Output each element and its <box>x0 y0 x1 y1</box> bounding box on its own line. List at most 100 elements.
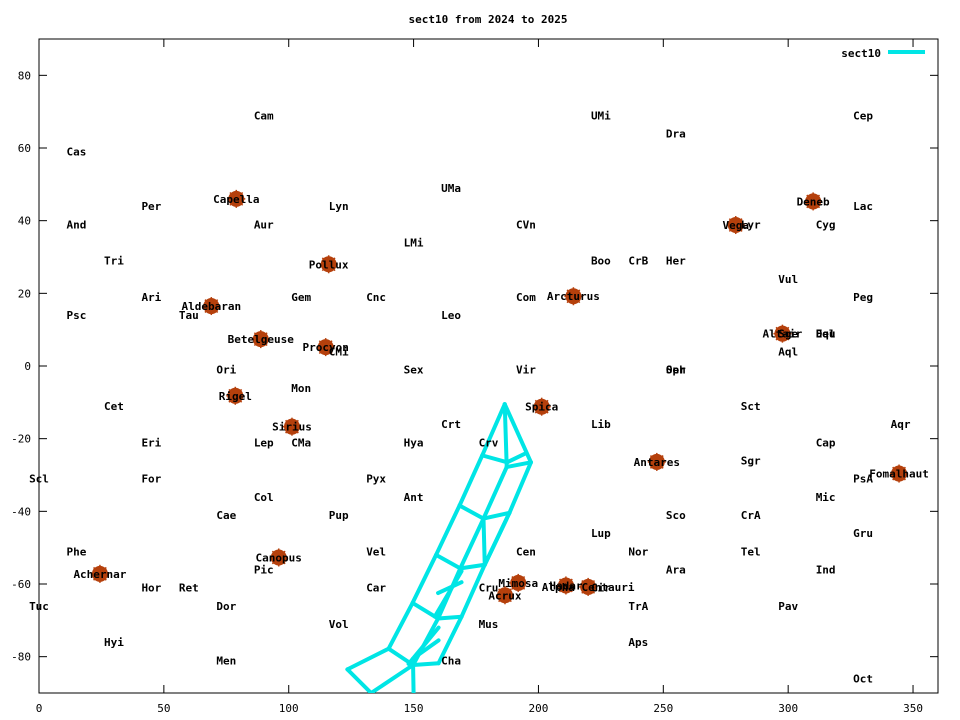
constellation-label: Mus <box>479 618 499 631</box>
star-marker-ray <box>587 580 596 588</box>
star-marker-ray <box>253 338 262 347</box>
labels-layer: Cam UMi Cep Dra Cas UMa Per Lyn Lac And Aur CVn Lyr C… <box>29 109 929 685</box>
constellation-label: Tri <box>104 255 124 268</box>
star-marker-ray <box>291 426 299 434</box>
constellation-label: Cen <box>516 545 536 558</box>
constellation-label: Cru <box>479 582 499 595</box>
series-segment-sect10 <box>482 510 512 567</box>
constellation-label: Eri <box>141 436 161 449</box>
star-marker-ray <box>587 586 596 594</box>
star-marker-ray <box>517 576 526 584</box>
constellation-label: For <box>141 473 161 486</box>
star-label: Capella <box>213 193 259 206</box>
constellation-label: Her <box>666 255 686 268</box>
constellation-label: Cha <box>441 654 461 667</box>
constellation-label: Tel <box>741 545 761 558</box>
series-segment-sect10 <box>480 453 510 465</box>
series-segment-sect10 <box>457 453 485 508</box>
series-segment-sect10 <box>345 667 374 693</box>
constellation-label: Ari <box>141 291 161 304</box>
stars-layer <box>90 189 909 605</box>
constellation-label: Cep <box>853 109 873 122</box>
star-marker-ray <box>649 455 658 463</box>
constellation-label: Nor <box>628 545 648 558</box>
constellation-label: Ori <box>216 364 236 377</box>
star-label: Canopus <box>256 551 302 564</box>
constellation-label: Lyn <box>329 200 349 213</box>
constellation-label: Pyx <box>366 473 386 486</box>
star-marker-ray <box>210 299 219 307</box>
constellation-label: Hor <box>141 582 161 595</box>
constellation-label: PsA <box>853 473 873 486</box>
star-label: Arcturus <box>547 290 600 303</box>
constellation-label: Sex <box>404 364 424 377</box>
star-marker-ray <box>892 473 900 481</box>
constellation-label: Aqr <box>891 418 911 431</box>
constellation-label: Mon <box>291 382 311 395</box>
constellation-label: Lib <box>591 418 611 431</box>
star-label: Hadar <box>549 579 582 592</box>
constellation-label: Hya <box>404 436 424 449</box>
star-marker-ray <box>541 406 549 414</box>
star-marker-ray <box>806 194 814 202</box>
constellation-label: CMa <box>291 436 311 449</box>
star-label: Achernar <box>73 568 126 581</box>
series-segment-sect10 <box>369 663 416 693</box>
star-marker-ray <box>566 295 574 304</box>
star-marker-ray <box>504 594 512 603</box>
star-marker-ray <box>498 588 506 596</box>
star-marker-ray <box>204 305 212 313</box>
constellation-label: Cet <box>104 400 124 413</box>
star-label: Betelgeuse <box>228 333 295 346</box>
star-marker-ray <box>656 461 664 469</box>
star-marker-ray <box>93 566 101 575</box>
constellation-label: Com <box>516 291 536 304</box>
star-marker-ray <box>781 333 790 341</box>
constellation-label: Car <box>366 582 386 595</box>
series-segment-sect10 <box>502 402 509 470</box>
x-tick-label: 150 <box>404 702 424 715</box>
x-tick-label: 350 <box>903 702 923 715</box>
star-label: Antares <box>634 456 680 469</box>
constellation-label: Lep <box>254 436 274 449</box>
series-segment-sect10 <box>504 460 533 470</box>
constellation-label: Dra <box>666 127 686 140</box>
star-label: Altair <box>763 328 803 341</box>
constellation-label: Dor <box>216 600 236 613</box>
y-tick-label: -60 <box>11 578 31 591</box>
star-marker-ray <box>260 338 268 347</box>
star-marker-ray <box>581 586 589 594</box>
constellation-label: Aps <box>628 636 648 649</box>
series-segment-sect10 <box>434 552 463 571</box>
star-marker-ray <box>328 257 336 265</box>
star-marker-ray <box>210 305 219 313</box>
series-segment-sect10 <box>386 600 415 651</box>
constellation-label: Cam <box>254 109 274 122</box>
constellation-label: Vir <box>516 364 536 377</box>
series-segment-sect10 <box>481 510 512 521</box>
constellation-label: And <box>67 218 87 231</box>
constellation-label: Pav <box>778 600 798 613</box>
series-segment-sect10 <box>345 646 391 672</box>
star-marker-ray <box>572 289 581 297</box>
series-segment-sect10 <box>436 614 464 621</box>
star-marker-ray <box>656 455 664 463</box>
constellation-label: Gru <box>853 527 873 540</box>
series-segment-sect10 <box>406 625 441 666</box>
star-label: Acrux <box>488 589 521 602</box>
series-segment-sect10 <box>411 661 441 668</box>
constellation-label: Vel <box>366 545 386 558</box>
constellation-label: Oct <box>853 672 873 685</box>
series-segment-sect10 <box>481 516 487 567</box>
star-marker-ray <box>234 388 243 397</box>
x-tick-label: 250 <box>653 702 673 715</box>
star-marker-ray <box>228 388 236 397</box>
star-marker-ray <box>228 395 236 403</box>
series-segment-sect10 <box>458 516 486 571</box>
star-marker-ray <box>892 466 900 475</box>
constellation-label: Pic <box>254 563 274 576</box>
star-label: Rigel <box>219 390 252 403</box>
constellation-label: Aql <box>778 345 798 358</box>
constellation-label: Aur <box>254 218 274 231</box>
star-marker-ray <box>318 340 327 348</box>
